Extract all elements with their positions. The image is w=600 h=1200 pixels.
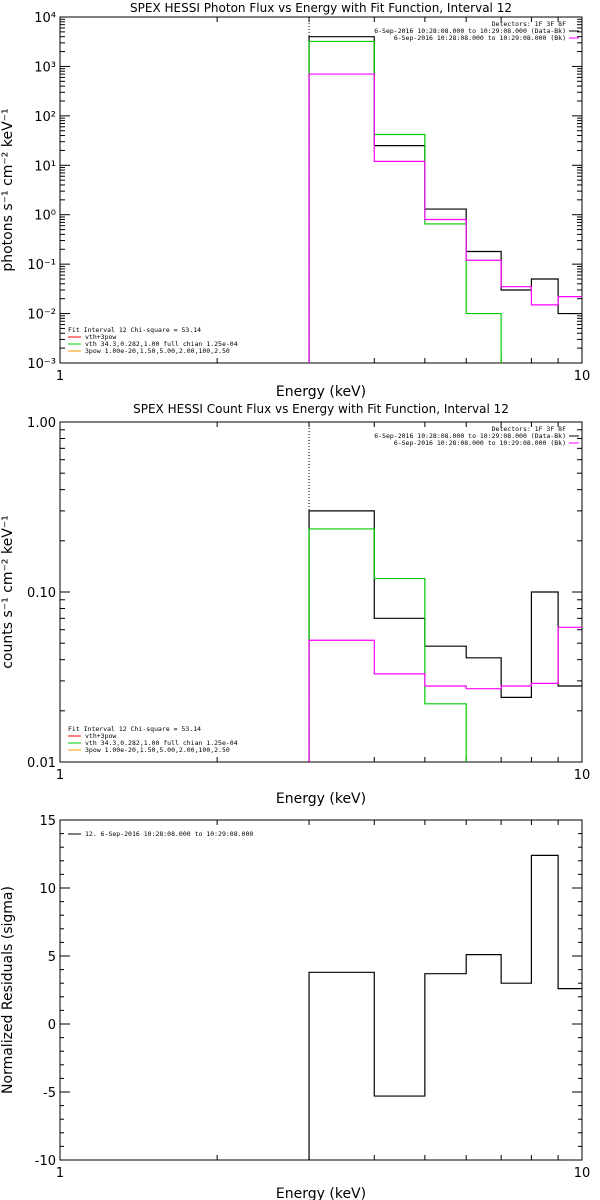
plot-frame <box>59 819 583 1161</box>
y-tick-label: 10⁴ <box>34 11 56 26</box>
plot-frame <box>59 16 583 364</box>
x-tick-label: 1 <box>56 369 64 384</box>
y-tick-label: 0.10 <box>27 586 56 601</box>
series-step-1 <box>308 854 582 1160</box>
legend-entry: vth 34.3,0.282,1.00 full chian 1.25e-04 <box>85 739 238 747</box>
data-layer <box>308 422 582 762</box>
y-tick-label: 0.01 <box>27 756 56 771</box>
info-line: 6-Sep-2016 10:28:08.000 to 10:29:08.000 … <box>374 27 566 35</box>
info-line: Detectors: 1F 3F 8F <box>492 20 566 28</box>
y-tick-label: 5 <box>48 950 56 965</box>
legend-entry: 12. 6-Sep-2016 10:28:08.000 to 10:29:08.… <box>85 830 253 838</box>
series-step-1 <box>308 36 582 363</box>
info-line: 6-Sep-2016 10:28:08.000 to 10:29:08.000 … <box>394 439 566 447</box>
data-layer <box>308 17 582 363</box>
y-axis-label: Normalized Residuals (sigma) <box>0 886 16 1094</box>
y-tick-label: 10³ <box>34 60 56 75</box>
x-tick-label: 10 <box>574 768 591 783</box>
legend-entry: 3pow 1.00e-20,1.50,5.00,2.00,100,2.50 <box>85 347 230 355</box>
chart-title: SPEX HESSI Count Flux vs Energy with Fit… <box>133 402 509 416</box>
y-tick-label: 10⁻³ <box>27 357 56 372</box>
chart-title: SPEX HESSI Photon Flux vs Energy with Fi… <box>130 1 512 15</box>
plot-frame <box>59 421 583 763</box>
y-tick-label: -5 <box>43 1086 56 1101</box>
y-axis-label: counts s⁻¹ cm⁻² keV⁻¹ <box>0 515 16 669</box>
y-tick-label: 10² <box>34 110 56 125</box>
y-tick-label: 10⁻¹ <box>27 258 56 273</box>
y-tick-label: 0 <box>48 1018 56 1033</box>
legend-entry: 3pow 1.00e-20,1.50,5.00,2.00,100,2.50 <box>85 746 230 754</box>
legend-entry: Fit Interval 12 Chi-square = 53.14 <box>68 725 201 733</box>
info-line: 6-Sep-2016 10:28:08.000 to 10:29:08.000 … <box>394 34 566 42</box>
y-tick-label: 10⁰ <box>34 209 56 224</box>
x-axis-label: Energy (keV) <box>276 384 366 400</box>
chart-panel-1: SPEX HESSI Photon Flux vs Energy with Fi… <box>0 1 590 400</box>
legend-entry: vth+3pow <box>85 732 116 740</box>
y-tick-label: 10 <box>39 882 56 897</box>
series-step-2 <box>308 528 467 762</box>
series-step-1 <box>308 510 582 762</box>
x-tick-label: 1 <box>56 768 64 783</box>
y-tick-label: 1.00 <box>27 416 56 431</box>
x-tick-label: 10 <box>574 369 591 384</box>
x-axis-label: Energy (keV) <box>276 791 366 807</box>
info-line: 6-Sep-2016 10:28:08.000 to 10:29:08.000 … <box>374 432 566 440</box>
y-tick-label: 10⁻² <box>27 308 56 323</box>
data-layer <box>308 854 582 1160</box>
y-tick-label: 10¹ <box>34 159 56 174</box>
x-tick-label: 10 <box>574 1166 591 1181</box>
info-line: Detectors: 1F 3F 8F <box>492 425 566 433</box>
series-step-3 <box>308 73 582 363</box>
chart-panel-2: SPEX HESSI Count Flux vs Energy with Fit… <box>0 402 590 807</box>
legend-entry: Fit Interval 12 Chi-square = 53.14 <box>68 326 201 334</box>
y-axis-label: photons s⁻¹ cm⁻² keV⁻¹ <box>0 108 16 271</box>
x-tick-label: 1 <box>56 1166 64 1181</box>
series-step-3 <box>308 626 582 762</box>
chart-panel-3: 1 10 -10 -5 0 5 10 15 Energy (keV) Normalized Res… <box>0 814 590 1200</box>
y-tick-label: -10 <box>35 1154 56 1169</box>
series-step-2 <box>308 40 502 363</box>
legend-entry: vth 34.3,0.282,1.00 full chian 1.25e-04 <box>85 340 238 348</box>
x-axis-label: Energy (keV) <box>276 1186 366 1200</box>
legend-entry: vth+3pow <box>85 333 116 341</box>
y-tick-label: 15 <box>39 814 56 829</box>
